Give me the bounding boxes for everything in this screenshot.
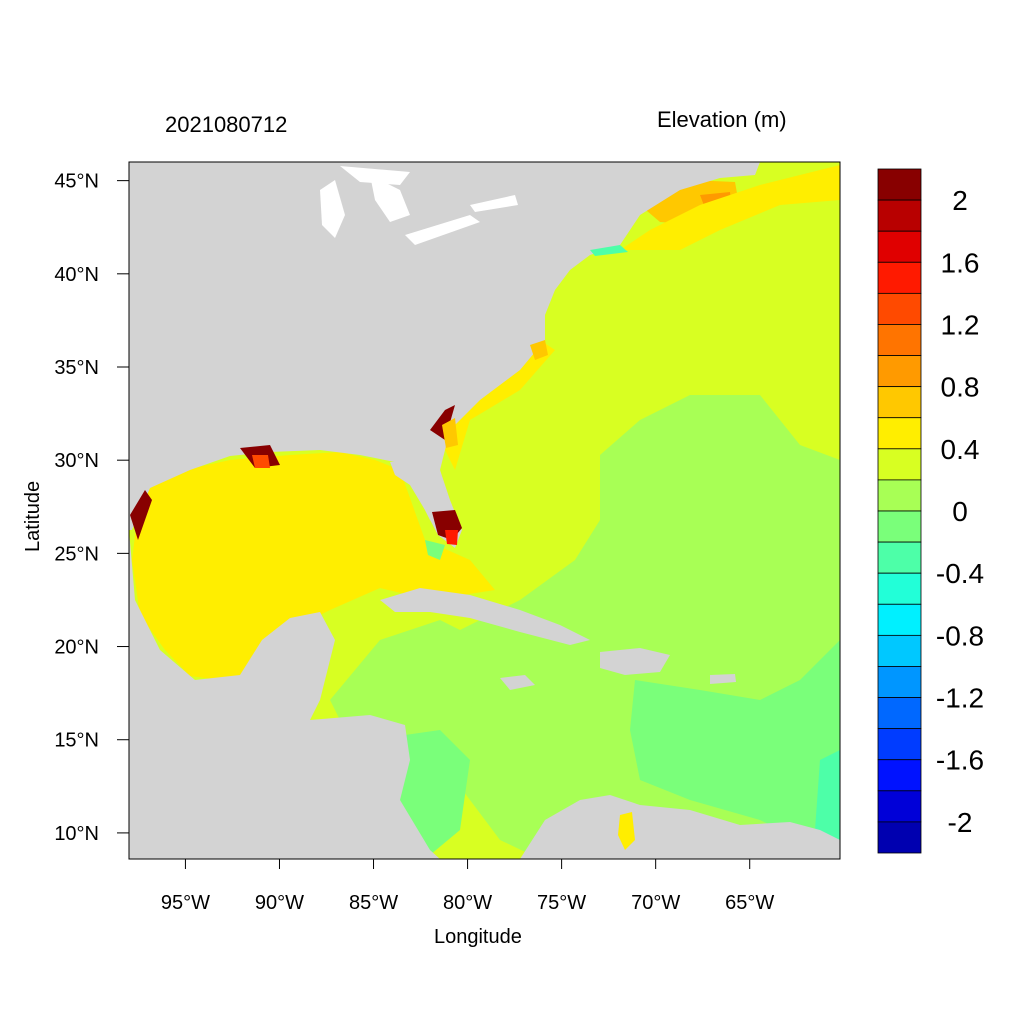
- colorbar-label: -0.8: [936, 620, 984, 651]
- x-tick-label: 95°W: [161, 892, 210, 914]
- coastal-green-florida: [425, 540, 445, 560]
- y-tick-label: 25°N: [54, 543, 99, 565]
- x-tick-label: 65°W: [725, 892, 774, 914]
- surge-texas-coast: [130, 490, 152, 540]
- colorbar-segment: [877, 292, 922, 325]
- x-tick-label: 75°W: [537, 892, 586, 914]
- coastal-strip: [620, 165, 840, 250]
- colorbar-segment: [877, 728, 922, 761]
- colorbar-segment: [877, 199, 922, 232]
- colorbar-segment: [877, 386, 922, 419]
- colorbar-label: -2: [948, 807, 973, 838]
- colorbar-segment: [877, 448, 922, 481]
- y-axis: 45°N 40°N 35°N 30°N 25°N 20°N 15°N 10°N: [54, 171, 129, 845]
- lake-superior: [340, 166, 410, 185]
- colorbar-segment: [877, 230, 922, 263]
- colorbar-segment: [877, 261, 922, 294]
- colorbar-segment: [877, 759, 922, 792]
- y-tick-label: 30°N: [54, 450, 99, 472]
- surge-high-louisiana: [252, 455, 270, 468]
- gulf-of-mexico: [132, 452, 495, 680]
- colorbar-label: 1.2: [941, 309, 980, 340]
- colorbar-label: 1.6: [941, 247, 980, 278]
- land-cuba: [380, 588, 590, 645]
- map-frame: [128, 161, 841, 860]
- y-tick-label: 15°N: [54, 730, 99, 752]
- ocean-low-east: [630, 640, 840, 859]
- colorbar-segment: [877, 697, 922, 730]
- colorbar-segment: [877, 572, 922, 605]
- land-puerto-rico: [710, 674, 736, 684]
- lake-huron: [370, 175, 410, 222]
- colorbar-segment: [877, 821, 922, 854]
- land-hispaniola: [600, 648, 670, 675]
- x-tick-label: 80°W: [443, 892, 492, 914]
- map-area: [129, 162, 840, 859]
- colorbar-segment: [877, 324, 922, 356]
- colorbar-segment: [877, 417, 922, 450]
- colorbar-label: 2: [952, 185, 968, 216]
- colorbar-segment: [877, 355, 922, 388]
- y-tick-label: 45°N: [54, 171, 99, 193]
- variable-label: Elevation (m): [657, 107, 787, 132]
- lake-ontario: [470, 195, 518, 212]
- surge-high-south-florida: [445, 530, 458, 545]
- lake-erie: [405, 215, 480, 245]
- colorbar-segment: [877, 634, 922, 667]
- surge-georgia-coast: [430, 405, 455, 440]
- x-axis: 95°W 90°W 85°W 80°W 75°W 70°W 65°W: [161, 859, 774, 914]
- y-tick-label: 35°N: [54, 357, 99, 379]
- colorbar-segment: [877, 168, 922, 201]
- coastal-orange-georgia: [442, 418, 458, 448]
- colorbar-segment: [877, 603, 922, 636]
- x-tick-label: 85°W: [349, 892, 398, 914]
- lake-michigan: [320, 180, 345, 238]
- colorbar-segment: [877, 541, 922, 574]
- x-tick-label: 70°W: [631, 892, 680, 914]
- colorbar-segment: [877, 510, 922, 543]
- colorbar-segment: [877, 479, 922, 512]
- date-label: 2021080712: [165, 112, 288, 137]
- colorbar-segment: [877, 790, 922, 823]
- land: [129, 162, 840, 859]
- colorbar-label: 0.8: [941, 372, 980, 403]
- y-tick-label: 40°N: [54, 264, 99, 286]
- land-jamaica: [500, 675, 535, 690]
- coastal-strip-southeast: [440, 340, 555, 470]
- lake-maracaibo: [618, 812, 635, 850]
- land-south-america: [520, 795, 840, 859]
- colorbar-label: -1.2: [936, 683, 984, 714]
- colorbar-label: 0: [952, 496, 968, 527]
- x-tick-label: 90°W: [255, 892, 304, 914]
- coastal-cyan-new-england: [590, 245, 628, 256]
- colorbar: 2 1.6 1.2 0.8 0.4 0 -0.4 -0.8 -1.2 -1.6 -2: [877, 168, 984, 854]
- great-lakes: [320, 166, 518, 245]
- colorbar-segment: [877, 666, 922, 698]
- land-north-america: [129, 162, 760, 540]
- y-tick-label: 20°N: [54, 637, 99, 659]
- colorbar-label: -0.4: [936, 558, 984, 589]
- land-central-america: [129, 530, 440, 859]
- y-tick-label: 10°N: [54, 823, 99, 845]
- colorbar-label: -1.6: [936, 745, 984, 776]
- coastal-orange-north-carolina: [530, 340, 548, 360]
- colorbar-label: 0.4: [941, 434, 980, 465]
- x-axis-label: Longitude: [434, 926, 522, 948]
